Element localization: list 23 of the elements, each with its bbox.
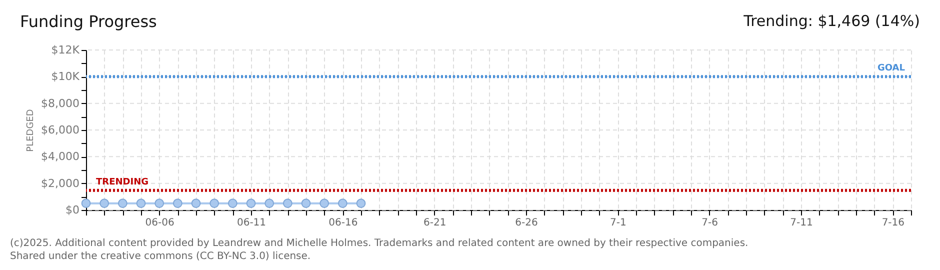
x-tick-label: 6-26 (515, 218, 538, 228)
x-tick-label: 06-16 (328, 218, 358, 228)
y-tick-label: $10K (51, 70, 80, 84)
y-tick-label: $4,000 (41, 150, 80, 164)
text: Shared under the creative commons (CC BY-NC 3.0) license. (10, 251, 311, 262)
x-tick-label: 06-11 (236, 218, 266, 228)
y-tick-label: $8,000 (41, 96, 80, 110)
x-tick-label: 7-6 (702, 218, 718, 228)
y-axis-title: PLEDGED (26, 109, 36, 152)
x-tick-label: 06-06 (145, 218, 174, 228)
y-tick-label: $6,000 (41, 124, 80, 136)
text: (c)2025. Additional content provided by Leandrew and Michelle Holmes. Trademarks and related content are owned by their respective companies. (10, 238, 748, 249)
x-tick-label: 7-1 (610, 218, 626, 228)
chart-title: Funding Progress (20, 12, 157, 31)
ref-line-label: TRENDING (96, 177, 148, 188)
x-tick-label: 6-21 (423, 218, 446, 228)
x-tick-label: 7-11 (790, 218, 813, 228)
x-tick-label: 7-16 (882, 218, 905, 228)
ref-line-label: GOAL (878, 64, 906, 74)
text: Trending: $1,469 (14%) (744, 12, 920, 30)
y-tick-label: $12K (51, 44, 80, 56)
y-tick-label: $2,000 (41, 176, 80, 190)
y-tick-label: $0 (66, 204, 80, 216)
